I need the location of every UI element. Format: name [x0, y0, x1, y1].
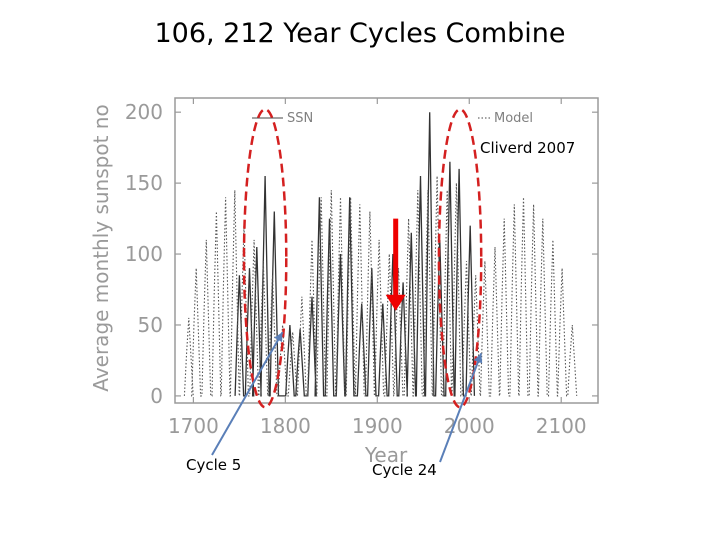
- highlight-ellipse: [437, 108, 483, 409]
- minimum-marker-arrowhead: [385, 294, 406, 311]
- model-series-line: [183, 175, 578, 397]
- cycle-pointer-arrowhead: [274, 332, 283, 343]
- legend-ssn-label: SSN: [287, 111, 313, 126]
- legend-model-label: Model: [494, 111, 533, 126]
- cycle-24-label: Cycle 24: [372, 461, 437, 479]
- x-tick-label: 2100: [536, 414, 587, 438]
- plot-frame: [174, 97, 599, 404]
- cycle-pointer-arrow: [211, 331, 284, 456]
- x-tick-label: 2000: [444, 414, 495, 438]
- y-tick-label: 200: [125, 100, 163, 124]
- ssn-series-line: [234, 112, 476, 397]
- cycle-5-label: Cycle 5: [186, 456, 241, 474]
- y-tick-label: 0: [150, 384, 163, 408]
- x-axis-title: Year: [364, 443, 408, 467]
- y-tick-label: 50: [138, 313, 163, 337]
- x-tick-label: 1800: [260, 414, 311, 438]
- cycle-pointer-arrowhead: [473, 353, 483, 364]
- x-tick-label: 1700: [168, 414, 219, 438]
- cycle-pointer-arrow: [439, 352, 483, 463]
- x-tick-label: 1900: [352, 414, 403, 438]
- citation-label: Cliverd 2007: [480, 139, 575, 157]
- highlight-ellipse: [242, 108, 288, 409]
- y-axis-title: Average monthly sunspot no: [89, 104, 113, 391]
- slide-title: 106, 212 Year Cycles Combine: [154, 18, 566, 49]
- y-tick-label: 100: [125, 242, 163, 266]
- y-tick-label: 150: [125, 171, 163, 195]
